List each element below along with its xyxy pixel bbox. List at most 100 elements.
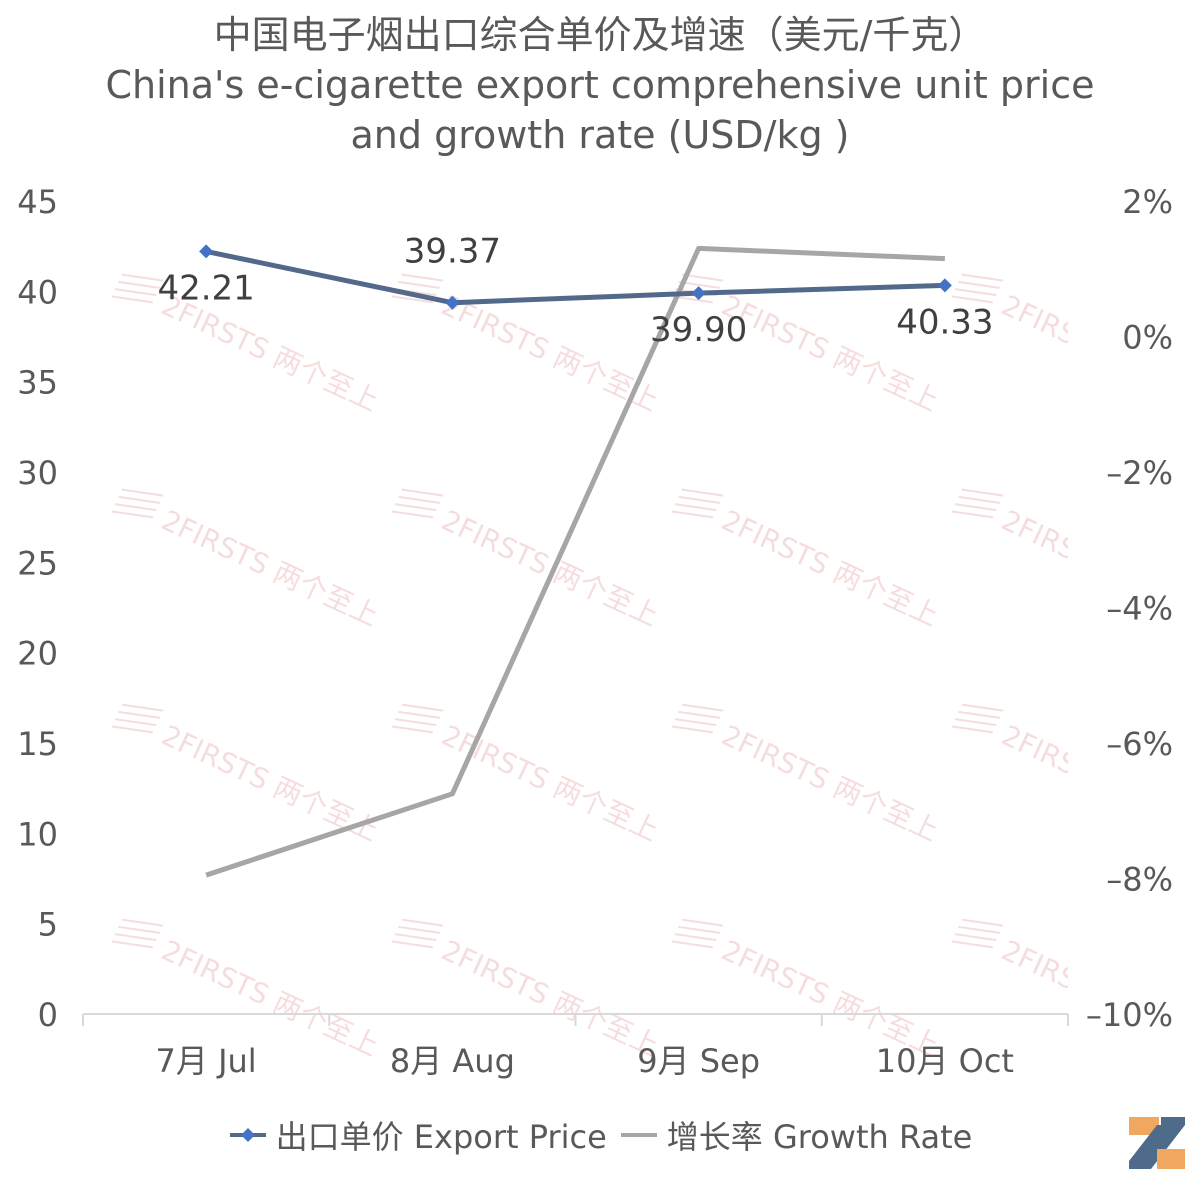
watermark: 2FIRSTS 两个至上 (111, 488, 384, 633)
watermark-stroke (951, 940, 994, 949)
watermark-stroke (114, 933, 157, 942)
watermark-stroke (121, 918, 164, 927)
2firsts-logo (1129, 1117, 1185, 1169)
chart-title: 中国电子烟出口综合单价及增速（美元/千克） (213, 13, 987, 57)
watermark-stroke (111, 725, 154, 734)
y-right-tick-label: –10% (1086, 996, 1173, 1034)
export-price-marker (691, 286, 706, 301)
legend-label-export-price: 出口单价 Export Price (275, 1118, 607, 1156)
y-left-tick-label: 35 (17, 364, 58, 402)
watermark-stroke (394, 933, 437, 942)
y-right-tick-label: –6% (1106, 725, 1173, 763)
watermark-stroke (121, 273, 164, 282)
watermark-stroke (678, 710, 720, 719)
export-price-data-label: 39.90 (650, 310, 747, 350)
watermark-stroke (394, 718, 437, 727)
y-right-tick-label: –4% (1106, 590, 1173, 628)
watermark-stroke (681, 703, 724, 712)
watermark-stroke (398, 280, 440, 289)
watermark-stroke (671, 725, 714, 734)
legend-item-export-price: 出口单价 Export Price (228, 1112, 607, 1158)
export-price-data-label: 40.33 (896, 302, 993, 342)
watermark-stroke (111, 295, 154, 304)
watermark: 2FIRSTS 两个至上 (391, 488, 664, 633)
watermark-text: 2FIRSTS 两个至上 (157, 504, 384, 633)
watermark-stroke (961, 273, 1004, 282)
watermark-stroke (398, 710, 440, 719)
watermark-stroke (671, 940, 714, 949)
y-left-tick-label: 30 (17, 454, 58, 492)
watermark-stroke (391, 725, 434, 734)
watermark-stroke (954, 933, 997, 942)
growth-rate-line (205, 245, 945, 878)
watermark-stroke (674, 718, 717, 727)
y-left-tick-label: 5 (38, 906, 58, 944)
axes: 7月 Jul 8月 Aug 9月 Sep 10月 Oct 0 5 10 15 20 25 30 35 4… (17, 183, 1173, 1080)
watermark-stroke (401, 918, 444, 927)
x-tick-label: 8月 Aug (390, 1042, 515, 1080)
watermark-stroke (118, 495, 160, 504)
watermark-stroke (114, 288, 157, 297)
y-right-tick-label: 0% (1122, 319, 1173, 357)
watermark-stroke (961, 918, 1004, 927)
watermark-stroke (118, 710, 160, 719)
y-left-tick-label: 20 (17, 635, 58, 673)
watermark-stroke (681, 918, 724, 927)
watermark-stroke (678, 495, 720, 504)
legend-item-growth-rate: 增长率 Growth Rate (619, 1112, 973, 1158)
legend-marker-export-price (229, 1128, 266, 1142)
export-price-data-label: 42.21 (157, 268, 254, 308)
watermark-stroke (674, 933, 717, 942)
legend-marker-growth-rate (620, 1133, 657, 1137)
watermark-stroke (121, 703, 164, 712)
watermark: 2FIRSTS 两个至上 (671, 488, 944, 633)
watermark-stroke (954, 503, 997, 512)
y-right-tick-label: –8% (1106, 861, 1173, 899)
watermark-text: 2FIRSTS 两个至上 (717, 719, 944, 848)
legend-label-growth-rate: 增长率 Growth Rate (666, 1118, 973, 1156)
watermark-stroke (111, 510, 154, 519)
watermark-stroke (121, 488, 164, 497)
export-price-marker (937, 278, 952, 293)
watermark-stroke (958, 280, 1000, 289)
watermark-stroke (111, 940, 154, 949)
watermark-stroke (674, 503, 717, 512)
y-left-tick-label: 45 (17, 183, 58, 221)
watermark-stroke (671, 510, 714, 519)
watermark-stroke (401, 703, 444, 712)
watermark-stroke (958, 925, 1000, 934)
watermark-stroke (958, 710, 1000, 719)
watermark-text: 2FIRSTS 两个至上 (437, 504, 664, 633)
y-left-tick-label: 0 (38, 996, 58, 1034)
watermark-stroke (401, 273, 444, 282)
series-layer (199, 244, 952, 878)
watermark: 2FIRSTS 两个至上 (391, 703, 664, 848)
watermark-stroke (958, 495, 1000, 504)
watermark-text: 2FIRSTS 两个至上 (717, 504, 944, 633)
export-price-data-label: 39.37 (404, 232, 501, 272)
chart-subtitle: China's e-cigarette export comprehensive… (105, 63, 1095, 157)
watermark-stroke (118, 280, 160, 289)
watermark-stroke (401, 488, 444, 497)
x-tick-label: 9月 Sep (637, 1042, 760, 1080)
legend: 出口单价 Export Price 增长率 Growth Rate (0, 1112, 1200, 1158)
watermark-stroke (391, 510, 434, 519)
watermark-stroke (954, 718, 997, 727)
watermark-text: 2FIRSTS 两个至上 (437, 719, 664, 848)
watermark-stroke (681, 488, 724, 497)
watermark: 2FIRSTS 两个至上 (391, 273, 664, 418)
watermark-stroke (678, 925, 720, 934)
y-left-tick-label: 25 (17, 544, 58, 582)
export-price-marker (199, 244, 214, 259)
watermark: 2FIRSTS 两个至上 (111, 703, 384, 848)
watermark: 2FIRSTS 两个至上 (951, 703, 1068, 848)
y-left-tick-label: 10 (17, 815, 58, 853)
watermark: 2FIRSTS 两个至上 (671, 918, 944, 1063)
x-tick-label: 10月 Oct (876, 1042, 1014, 1080)
x-tick-label: 7月 Jul (156, 1042, 257, 1080)
watermark-layer: 2FIRSTS 两个至上 2FIRSTS 两个至上 2FIRSTS 两个至上 2FIR… (111, 273, 1068, 1063)
watermark-stroke (118, 925, 160, 934)
watermark-stroke (398, 495, 440, 504)
watermark: 2FIRSTS 两个至上 (671, 703, 944, 848)
